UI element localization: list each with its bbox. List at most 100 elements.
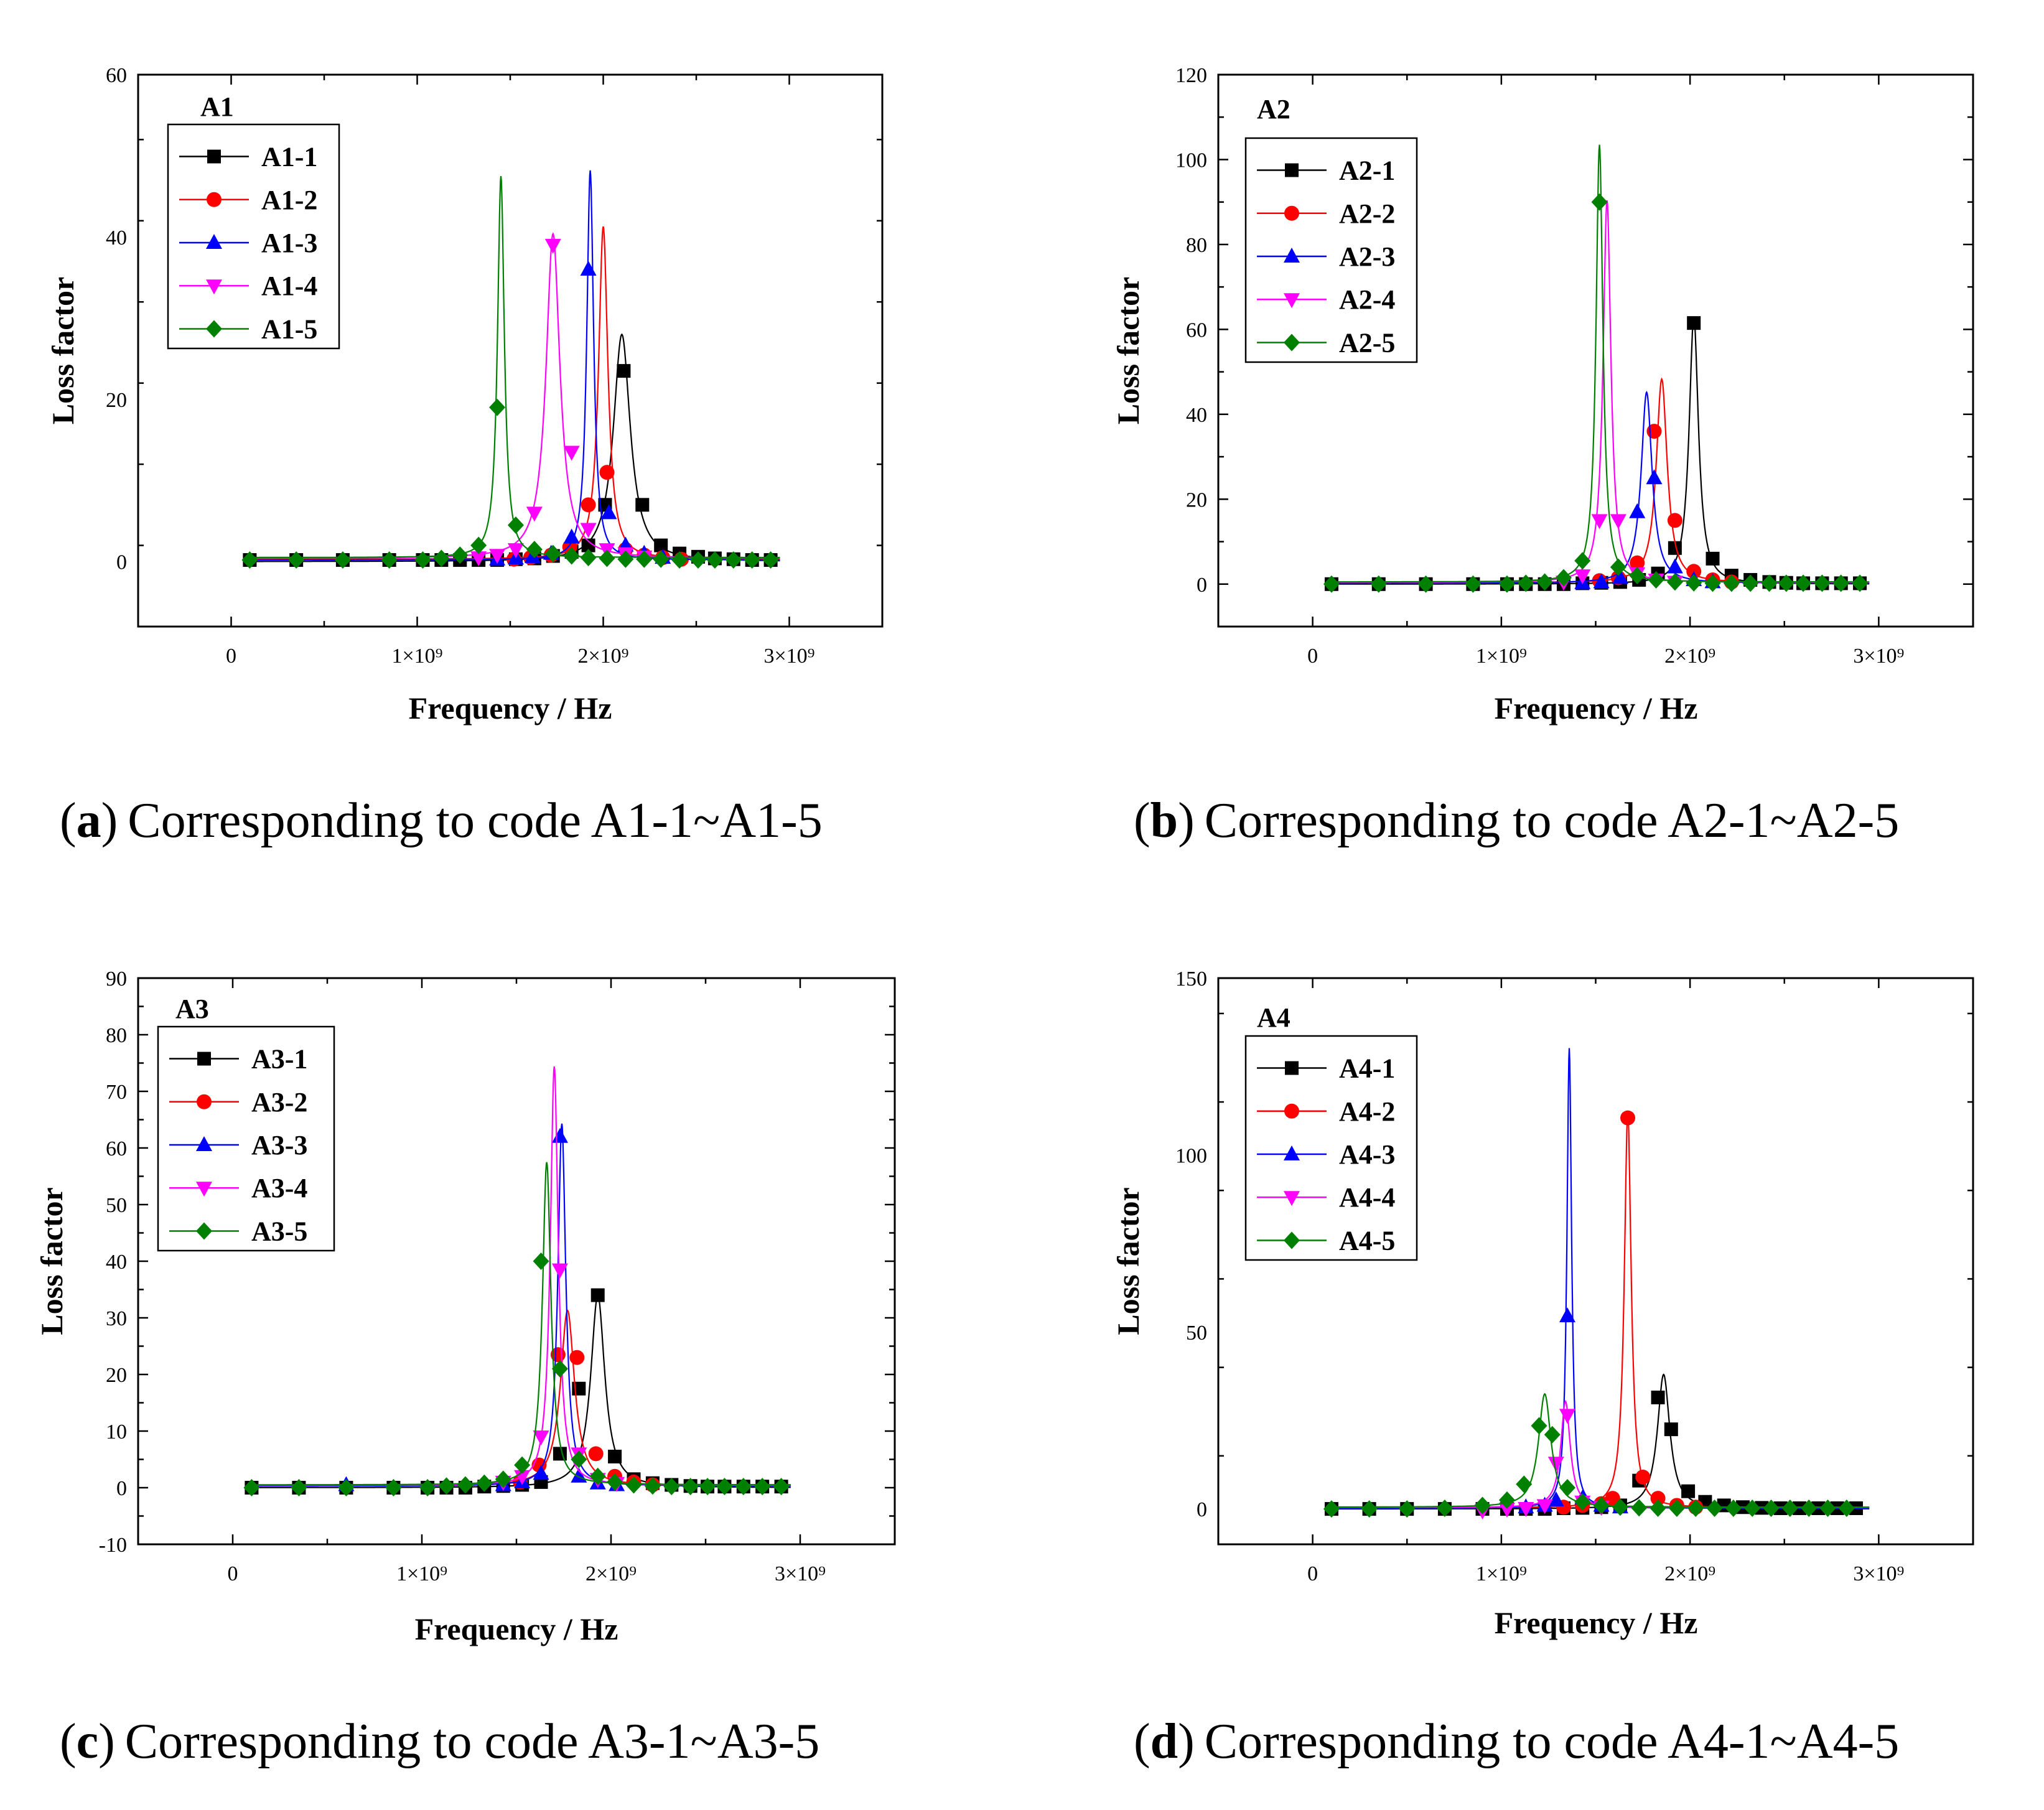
series-A1-5	[241, 175, 780, 569]
caption-close: )	[1178, 1714, 1195, 1769]
data-point	[600, 504, 617, 520]
legend-label: A2-3	[1339, 241, 1395, 272]
data-point	[682, 1478, 699, 1496]
legend-marker	[197, 1094, 212, 1109]
series-A2-2	[1331, 377, 1870, 590]
legend-box	[1244, 137, 1418, 363]
data-point	[699, 1478, 716, 1496]
legend-label: A3-1	[251, 1044, 307, 1075]
y-tick-label: 70	[106, 1081, 127, 1104]
legend: A3-1 A3-2 A3-3 A3-4 A3-5	[157, 1025, 335, 1252]
panel-caption: (b) Corresponding to code A2-1~A2-5	[1134, 793, 1899, 848]
data-point	[551, 1263, 568, 1279]
data-point	[1706, 551, 1720, 566]
y-tick-label: 0	[1197, 574, 1207, 597]
data-point	[617, 550, 634, 568]
data-point	[385, 1479, 402, 1496]
legend-marker	[196, 1222, 212, 1240]
data-point	[338, 1479, 355, 1496]
data-point	[1832, 574, 1849, 592]
x-tick-label: 1×10⁹	[1476, 1562, 1527, 1585]
legend-label: A2-4	[1339, 284, 1395, 315]
data-point	[1646, 424, 1662, 439]
legend-label: A1-4	[261, 271, 317, 301]
data-point	[617, 364, 631, 378]
series-A1-1	[243, 333, 780, 567]
panel-label: A1	[200, 91, 234, 122]
legend-label: A2-2	[1339, 198, 1395, 229]
caption-letter: b	[1150, 793, 1178, 848]
caption-close: )	[101, 793, 118, 848]
panel-caption: (d) Corresponding to code A4-1~A4-5	[1134, 1714, 1899, 1769]
x-axis-title: Frequency / Hz	[415, 1612, 618, 1646]
x-tick-label: 0	[226, 645, 236, 668]
data-point	[1687, 1499, 1704, 1517]
data-point	[1819, 1499, 1836, 1517]
x-tick-label: 3×10⁹	[1853, 1562, 1904, 1585]
caption-text: Corresponding to code A4-1~A4-5	[1205, 1714, 1899, 1769]
data-point	[1574, 569, 1591, 585]
data-point	[288, 551, 305, 569]
y-tick-label: 40	[106, 226, 127, 250]
series-A4-1	[1324, 1373, 1870, 1516]
y-tick-label: 40	[1186, 404, 1207, 427]
caption-text: Corresponding to code A2-1~A2-5	[1205, 793, 1899, 848]
legend-label: A4-4	[1339, 1182, 1395, 1213]
y-axis-title: Loss factor	[1111, 1187, 1146, 1335]
data-point	[735, 1478, 752, 1496]
panel-a3: 0 1×10⁹ 2×10⁹ 3×10⁹ -10 0 10 20 30 40 50 60 70 80 90 Fr…	[34, 968, 896, 1646]
y-tick-label: 60	[106, 1137, 127, 1160]
legend-marker	[207, 149, 221, 164]
legend-box	[167, 123, 340, 350]
data-point	[599, 465, 615, 480]
data-point	[452, 546, 469, 564]
y-tick-label: 60	[1186, 319, 1207, 342]
data-point	[1610, 558, 1626, 576]
data-point	[1536, 573, 1553, 591]
y-tick-label: 50	[1186, 1322, 1207, 1345]
legend: A4-1 A4-2 A4-3 A4-4 A4-5	[1244, 1035, 1418, 1261]
legend-box	[1244, 1035, 1418, 1261]
caption-text: Corresponding to code A3-1~A3-5	[125, 1714, 819, 1769]
data-point	[414, 551, 431, 569]
caption-close: )	[1178, 793, 1195, 848]
legend-marker	[1284, 1231, 1300, 1249]
data-point	[1593, 1496, 1610, 1514]
data-point	[1706, 1499, 1723, 1517]
caption-close: )	[98, 1714, 115, 1769]
data-point	[762, 551, 779, 569]
data-point	[563, 446, 580, 461]
caption-letter: d	[1150, 1714, 1178, 1769]
x-tick-label: 3×10⁹	[775, 1562, 826, 1585]
data-point	[1629, 567, 1646, 585]
data-point	[580, 261, 597, 276]
legend-label: A4-5	[1339, 1225, 1395, 1256]
panel-caption: (a) Corresponding to code A1-1~A1-5	[60, 793, 823, 848]
data-point	[773, 1478, 790, 1496]
legend-label: A4-2	[1339, 1096, 1395, 1127]
data-point	[1574, 552, 1591, 570]
data-point	[1650, 1491, 1666, 1506]
data-point	[608, 1449, 622, 1463]
data-point	[1559, 1479, 1576, 1496]
data-point	[1667, 513, 1682, 528]
y-tick-label: 0	[116, 1477, 127, 1500]
legend-marker	[196, 1136, 212, 1151]
data-point	[514, 1470, 531, 1485]
caption-open: (	[1134, 793, 1150, 848]
data-point	[589, 1467, 606, 1485]
data-point	[1838, 1499, 1855, 1517]
series-A2-3	[1331, 390, 1870, 589]
y-tick-label: 80	[106, 1024, 127, 1047]
legend-box	[157, 1025, 335, 1252]
data-point	[1620, 1110, 1636, 1126]
legend: A1-1 A1-2 A1-3 A1-4 A1-5	[167, 123, 340, 350]
legend-marker	[1285, 163, 1299, 177]
data-point	[1852, 574, 1869, 592]
panel-a1: 0 1×10⁹ 2×10⁹ 3×10⁹ 0 20 40 60 Frequency / Hz Los…	[45, 64, 884, 725]
data-point	[1436, 1499, 1453, 1517]
data-point	[1498, 1503, 1515, 1518]
legend-label: A3-5	[251, 1216, 307, 1246]
data-point	[1686, 574, 1702, 592]
